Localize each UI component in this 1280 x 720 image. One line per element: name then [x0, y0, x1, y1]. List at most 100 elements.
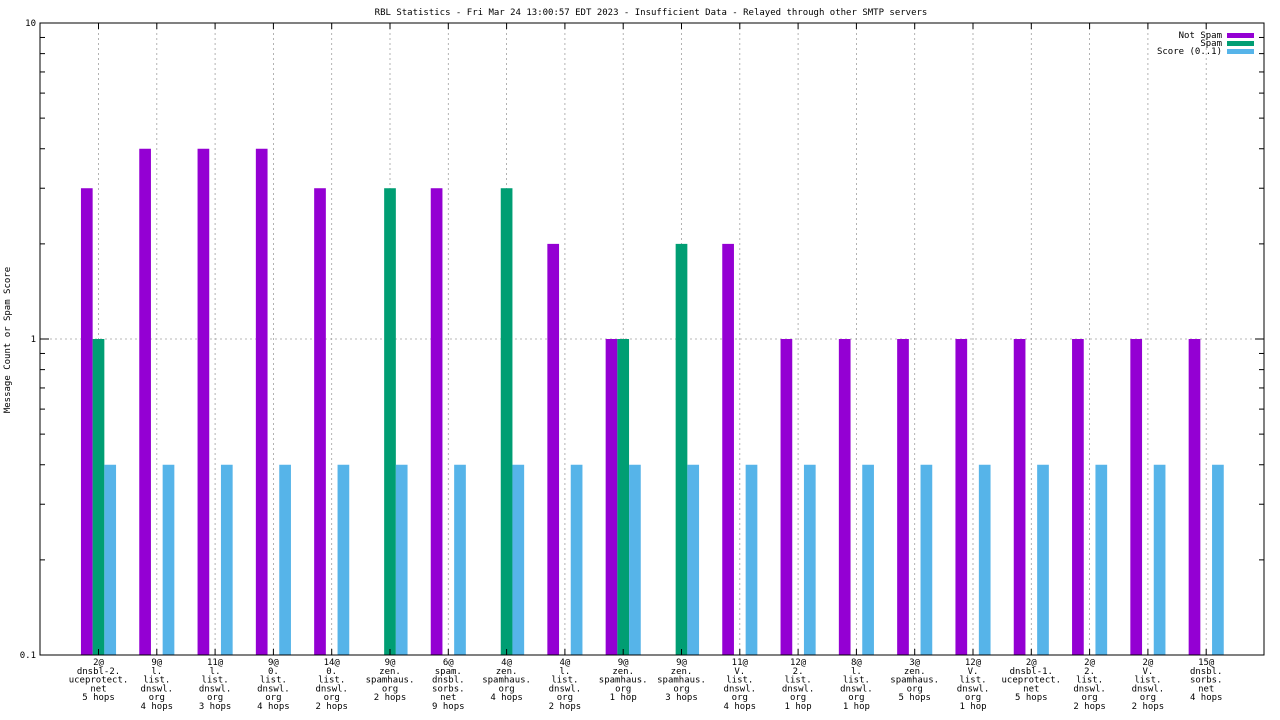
x-tick-label-line: dnsbl-1.: [1010, 667, 1053, 677]
x-tick-label-line: 11@: [207, 658, 224, 668]
x-tick-label-line: spam.: [435, 667, 462, 677]
x-tick-label: 9@ zen. spamhaus. org 3 hops: [657, 658, 706, 703]
bar: [314, 188, 326, 656]
x-tick-label-line: l.: [851, 667, 862, 677]
x-tick-label-line: uceprotect.: [1001, 676, 1061, 686]
x-tick-label-line: list.: [551, 676, 578, 686]
x-tick-label: 2@ 2. list. dnswl. org 2 hops: [1073, 658, 1106, 712]
x-tick-label: 2@ V. list. dnswl. org 2 hops: [1132, 658, 1165, 712]
x-tick-label-line: org: [1081, 693, 1097, 703]
x-tick-label-line: 12@: [790, 658, 807, 668]
x-tick-label-line: sorbs.: [432, 684, 465, 694]
x-tick-label-line: 9@: [268, 658, 279, 668]
bar: [629, 464, 641, 655]
x-tick-label-line: 2@: [1142, 658, 1153, 668]
x-tick-label-line: 2 hops: [549, 702, 582, 712]
x-tick-label-line: V.: [1142, 667, 1153, 677]
x-tick-label-line: 4 hops: [1190, 693, 1223, 703]
x-tick-label: 11@ l. list. dnswl. org 3 hops: [199, 658, 232, 712]
bar: [1188, 339, 1201, 655]
bars: [80, 148, 1224, 656]
bar: [384, 188, 396, 656]
bar: [197, 148, 210, 656]
x-tick-label-line: 2@: [1084, 658, 1095, 668]
x-tick-label-line: 3@: [909, 658, 920, 668]
x-tick-label-line: zen.: [379, 667, 401, 677]
x-tick-label: 14@ 0. list. dnswl. org 2 hops: [315, 658, 348, 712]
x-tick-label-line: 5 hops: [898, 693, 931, 703]
bar: [955, 339, 968, 655]
bar: [722, 243, 734, 656]
bar: [978, 464, 991, 655]
x-tick-label-line: 14@: [324, 658, 341, 668]
bar: [687, 464, 700, 655]
x-tick-label-line: list.: [726, 676, 753, 686]
bar: [897, 339, 909, 655]
legend-swatch: [1227, 33, 1254, 38]
bar: [337, 464, 350, 655]
x-tick-label-line: zen.: [496, 667, 518, 677]
x-tick-label-line: dnswl.: [315, 684, 348, 694]
x-tick-label-line: 4 hops: [490, 693, 523, 703]
x-tick-label: 8@ l. list. dnswl. org 1 hop: [840, 658, 873, 712]
x-tick-label-line: 2@: [93, 658, 104, 668]
bar: [570, 464, 583, 655]
x-tick-label-line: dnsbl.: [432, 676, 465, 686]
x-tick-label-line: 4@: [501, 658, 512, 668]
y-tick-label: 10: [25, 19, 36, 29]
x-tick-label-line: net: [440, 693, 456, 703]
grid: [40, 23, 1264, 655]
x-tick-label-line: dnswl.: [782, 684, 815, 694]
x-tick-label-line: 2 hops: [315, 702, 348, 712]
x-tick-label: 4@ l. list. dnswl. org 2 hops: [549, 658, 582, 712]
x-tick-label-line: 6@: [443, 658, 454, 668]
x-tick-label-line: 4 hops: [257, 702, 290, 712]
x-tick-label: 9@ 0. list. dnswl. org 4 hops: [257, 658, 290, 712]
x-tick-label-line: uceprotect.: [69, 676, 129, 686]
legend-label: Not Spam: [1179, 31, 1222, 41]
bar: [1072, 339, 1084, 655]
x-tick-label: 12@ V. list. dnswl. org 1 hop: [957, 658, 990, 712]
x-tick-label-line: sorbs.: [1190, 676, 1223, 686]
x-tick-label-line: l.: [559, 667, 570, 677]
x-tick-label: 11@ V. list. dnswl. org 4 hops: [724, 658, 757, 712]
x-tick-label-line: 4@: [559, 658, 570, 668]
bar: [139, 148, 151, 656]
x-tick-label-line: l.: [151, 667, 162, 677]
x-tick-label-line: 4 hops: [724, 702, 757, 712]
x-tick-label-line: org: [557, 693, 573, 703]
bar: [220, 464, 233, 655]
x-tick-label-line: 8@: [851, 658, 862, 668]
x-tick-label-line: org: [265, 693, 281, 703]
x-tick-label-line: org: [324, 693, 340, 703]
x-tick-label: 9@ l. list. dnswl. org 4 hops: [141, 658, 174, 712]
x-tick-label-line: org: [907, 684, 923, 694]
x-tick-label-line: list.: [260, 676, 287, 686]
x-tick-label-line: org: [965, 693, 981, 703]
x-tick-label-line: org: [848, 693, 864, 703]
bar: [838, 339, 851, 655]
x-tick-label-line: org: [207, 693, 223, 703]
bar: [430, 188, 443, 656]
x-tick-label-line: org: [732, 693, 748, 703]
x-tick-label-line: l.: [210, 667, 221, 677]
bar: [162, 464, 175, 655]
x-tick-label-line: 2.: [1084, 667, 1095, 677]
x-tick-label: 2@ dnsbl-1. uceprotect. net 5 hops: [1001, 658, 1061, 703]
bar: [745, 464, 758, 655]
x-tick-label-line: 9@: [618, 658, 629, 668]
x-tick-label-line: org: [382, 684, 398, 694]
x-tick-label-line: dnswl.: [257, 684, 290, 694]
x-tick-label: 3@ zen. spamhaus. org 5 hops: [890, 658, 939, 703]
x-tick-label-line: dnswl.: [549, 684, 582, 694]
x-tick-label: 2@ dnsbl-2. uceprotect. net 5 hops: [69, 658, 129, 703]
x-tick-label-line: dnswl.: [1132, 684, 1165, 694]
x-tick-label-line: 1 hop: [843, 702, 870, 712]
bar: [1037, 464, 1049, 655]
x-tick-label-line: spamhaus.: [657, 676, 706, 686]
bar: [1013, 339, 1026, 655]
bar: [395, 464, 408, 655]
y-tick-label: 0.1: [20, 651, 36, 661]
x-tick-label-line: org: [615, 684, 631, 694]
